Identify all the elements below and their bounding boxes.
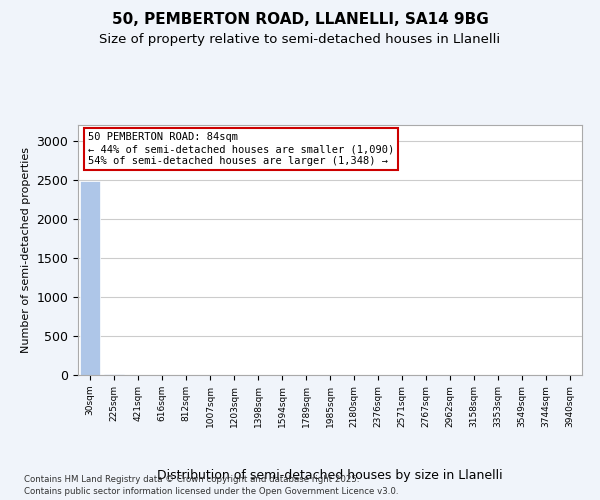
X-axis label: Distribution of semi-detached houses by size in Llanelli: Distribution of semi-detached houses by … — [157, 468, 503, 481]
Text: Size of property relative to semi-detached houses in Llanelli: Size of property relative to semi-detach… — [100, 32, 500, 46]
Bar — [104, 374, 124, 375]
Bar — [80, 181, 100, 375]
Text: 50 PEMBERTON ROAD: 84sqm
← 44% of semi-detached houses are smaller (1,090)
54% o: 50 PEMBERTON ROAD: 84sqm ← 44% of semi-d… — [88, 132, 394, 166]
Text: Contains public sector information licensed under the Open Government Licence v3: Contains public sector information licen… — [24, 487, 398, 496]
Text: Contains HM Land Registry data © Crown copyright and database right 2025.: Contains HM Land Registry data © Crown c… — [24, 475, 359, 484]
Y-axis label: Number of semi-detached properties: Number of semi-detached properties — [21, 147, 31, 353]
Text: 50, PEMBERTON ROAD, LLANELLI, SA14 9BG: 50, PEMBERTON ROAD, LLANELLI, SA14 9BG — [112, 12, 488, 28]
